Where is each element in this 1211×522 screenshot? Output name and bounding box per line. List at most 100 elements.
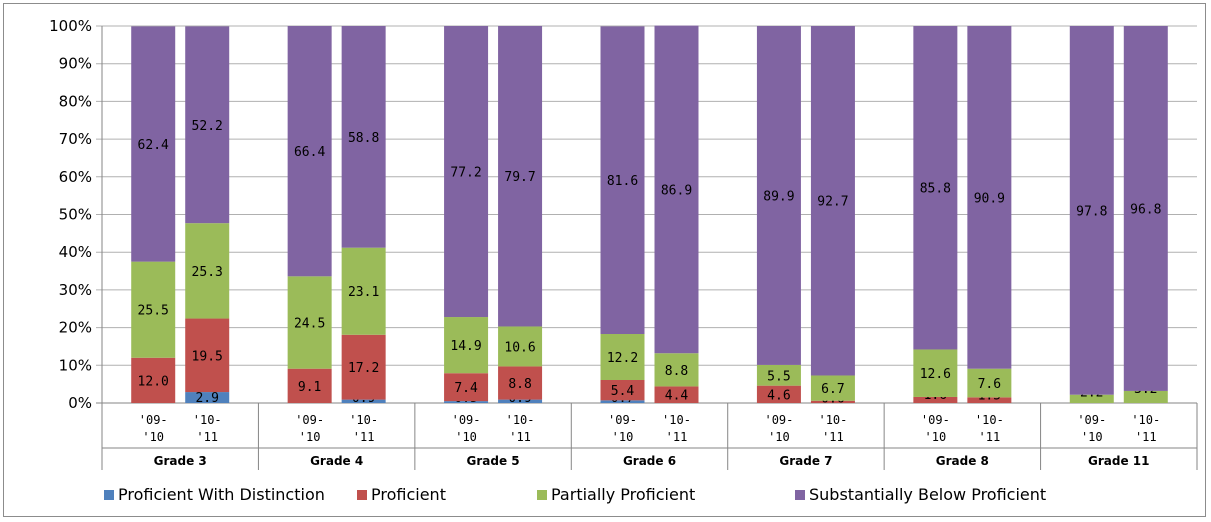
bar-segment bbox=[185, 392, 230, 403]
x-tick-label: '10 bbox=[925, 430, 947, 444]
x-tick-label: '11 bbox=[509, 430, 531, 444]
y-tick-label: 0% bbox=[68, 394, 92, 412]
x-tick-label: '10- bbox=[662, 413, 691, 427]
x-tick-label: '10- bbox=[1131, 413, 1160, 427]
bar-segment bbox=[444, 373, 489, 402]
data-label: 23.1 bbox=[348, 285, 379, 300]
bar-segment bbox=[131, 261, 176, 358]
data-label: 97.8 bbox=[1076, 204, 1107, 219]
bar-segment bbox=[498, 366, 543, 400]
bar-segment bbox=[341, 399, 386, 403]
bar-segment bbox=[341, 247, 386, 335]
bar-segment bbox=[498, 326, 543, 367]
x-tick-label: '10 bbox=[768, 430, 790, 444]
data-label: 89.9 bbox=[763, 189, 794, 204]
bar-segment bbox=[185, 223, 230, 319]
group-label: Grade 11 bbox=[1088, 454, 1149, 468]
bar-segment bbox=[600, 380, 645, 401]
x-tick-label: '10 bbox=[142, 430, 164, 444]
x-tick-label: '11 bbox=[822, 430, 844, 444]
y-tick-label: 70% bbox=[59, 130, 92, 148]
bar-segment bbox=[287, 26, 332, 277]
x-tick-label: '10 bbox=[299, 430, 321, 444]
y-tick-label: 30% bbox=[59, 281, 92, 299]
x-tick-label: '11 bbox=[353, 430, 375, 444]
y-tick-label: 50% bbox=[59, 206, 92, 224]
bar-segment bbox=[600, 334, 645, 381]
bar-segment bbox=[756, 26, 801, 365]
data-label: 25.5 bbox=[138, 304, 169, 319]
y-tick-label: 20% bbox=[59, 319, 92, 337]
y-tick-label: 90% bbox=[59, 55, 92, 73]
data-label: 5.5 bbox=[767, 369, 790, 384]
bar-segment bbox=[185, 318, 230, 393]
bar-segment bbox=[341, 334, 386, 400]
bar-segment bbox=[654, 353, 699, 387]
data-label: 24.5 bbox=[294, 317, 325, 332]
x-tick-label: '10- bbox=[349, 413, 378, 427]
data-label: 66.4 bbox=[294, 145, 325, 160]
y-tick-label: 40% bbox=[59, 243, 92, 261]
bar-segment bbox=[498, 26, 543, 327]
data-label: 96.8 bbox=[1130, 202, 1161, 217]
data-label: 92.7 bbox=[817, 195, 848, 210]
group-label: Grade 5 bbox=[467, 454, 520, 468]
x-tick-label: '09- bbox=[1077, 413, 1106, 427]
bar-segment bbox=[498, 399, 543, 403]
x-tick-label: '09- bbox=[921, 413, 950, 427]
x-tick-label: '10- bbox=[818, 413, 847, 427]
x-tick-label: '11 bbox=[196, 430, 218, 444]
x-tick-label: '10 bbox=[612, 430, 634, 444]
data-label: 12.0 bbox=[138, 374, 169, 389]
data-label: 12.2 bbox=[607, 351, 638, 366]
y-tick-label: 60% bbox=[59, 168, 92, 186]
data-label: 10.6 bbox=[504, 340, 535, 355]
bar-segment bbox=[131, 357, 176, 403]
x-tick-label: '10 bbox=[455, 430, 477, 444]
x-tick-label: '10- bbox=[975, 413, 1004, 427]
legend-swatch bbox=[104, 490, 114, 500]
x-tick-label: '09- bbox=[608, 413, 637, 427]
x-tick-label: '09- bbox=[764, 413, 793, 427]
legend-swatch bbox=[357, 490, 367, 500]
legend-swatch bbox=[795, 490, 805, 500]
x-tick-label: '10- bbox=[193, 413, 222, 427]
bar-segment bbox=[341, 26, 386, 248]
legend-label: Partially Proficient bbox=[551, 485, 695, 504]
bar-segment bbox=[654, 25, 699, 354]
bar-segment bbox=[913, 396, 958, 403]
data-label: 58.8 bbox=[348, 131, 379, 146]
bar-segment bbox=[444, 317, 489, 374]
x-tick-label: '09- bbox=[139, 413, 168, 427]
data-label: 8.8 bbox=[665, 364, 688, 379]
data-label: 5.4 bbox=[611, 384, 635, 399]
data-label: 8.8 bbox=[508, 377, 531, 392]
bar-segment bbox=[600, 400, 645, 403]
bar-segment bbox=[600, 26, 645, 335]
bar-segment bbox=[1069, 26, 1114, 395]
bar-segment bbox=[810, 375, 855, 401]
bar-segment bbox=[131, 26, 176, 262]
x-tick-label: '10 bbox=[1081, 430, 1103, 444]
x-tick-label: '10- bbox=[506, 413, 535, 427]
data-label: 9.1 bbox=[298, 380, 321, 395]
bar-segment bbox=[967, 26, 1012, 369]
bar-segment bbox=[810, 26, 855, 376]
data-label: 7.6 bbox=[978, 377, 1001, 392]
x-tick-label: '11 bbox=[666, 430, 688, 444]
bar-segment bbox=[287, 368, 332, 403]
bar-segment bbox=[1123, 26, 1168, 391]
group-label: Grade 6 bbox=[623, 454, 676, 468]
group-label: Grade 8 bbox=[936, 454, 989, 468]
data-label: 19.5 bbox=[192, 349, 223, 364]
group-label: Grade 7 bbox=[779, 454, 832, 468]
data-label: 12.6 bbox=[920, 367, 951, 382]
data-label: 85.8 bbox=[920, 182, 951, 197]
bar-segment bbox=[1123, 390, 1168, 403]
data-label: 52.2 bbox=[192, 119, 223, 134]
group-label: Grade 3 bbox=[154, 454, 207, 468]
x-tick-label: '11 bbox=[1135, 430, 1157, 444]
bar-segment bbox=[810, 400, 855, 403]
bar-segment bbox=[756, 385, 801, 403]
